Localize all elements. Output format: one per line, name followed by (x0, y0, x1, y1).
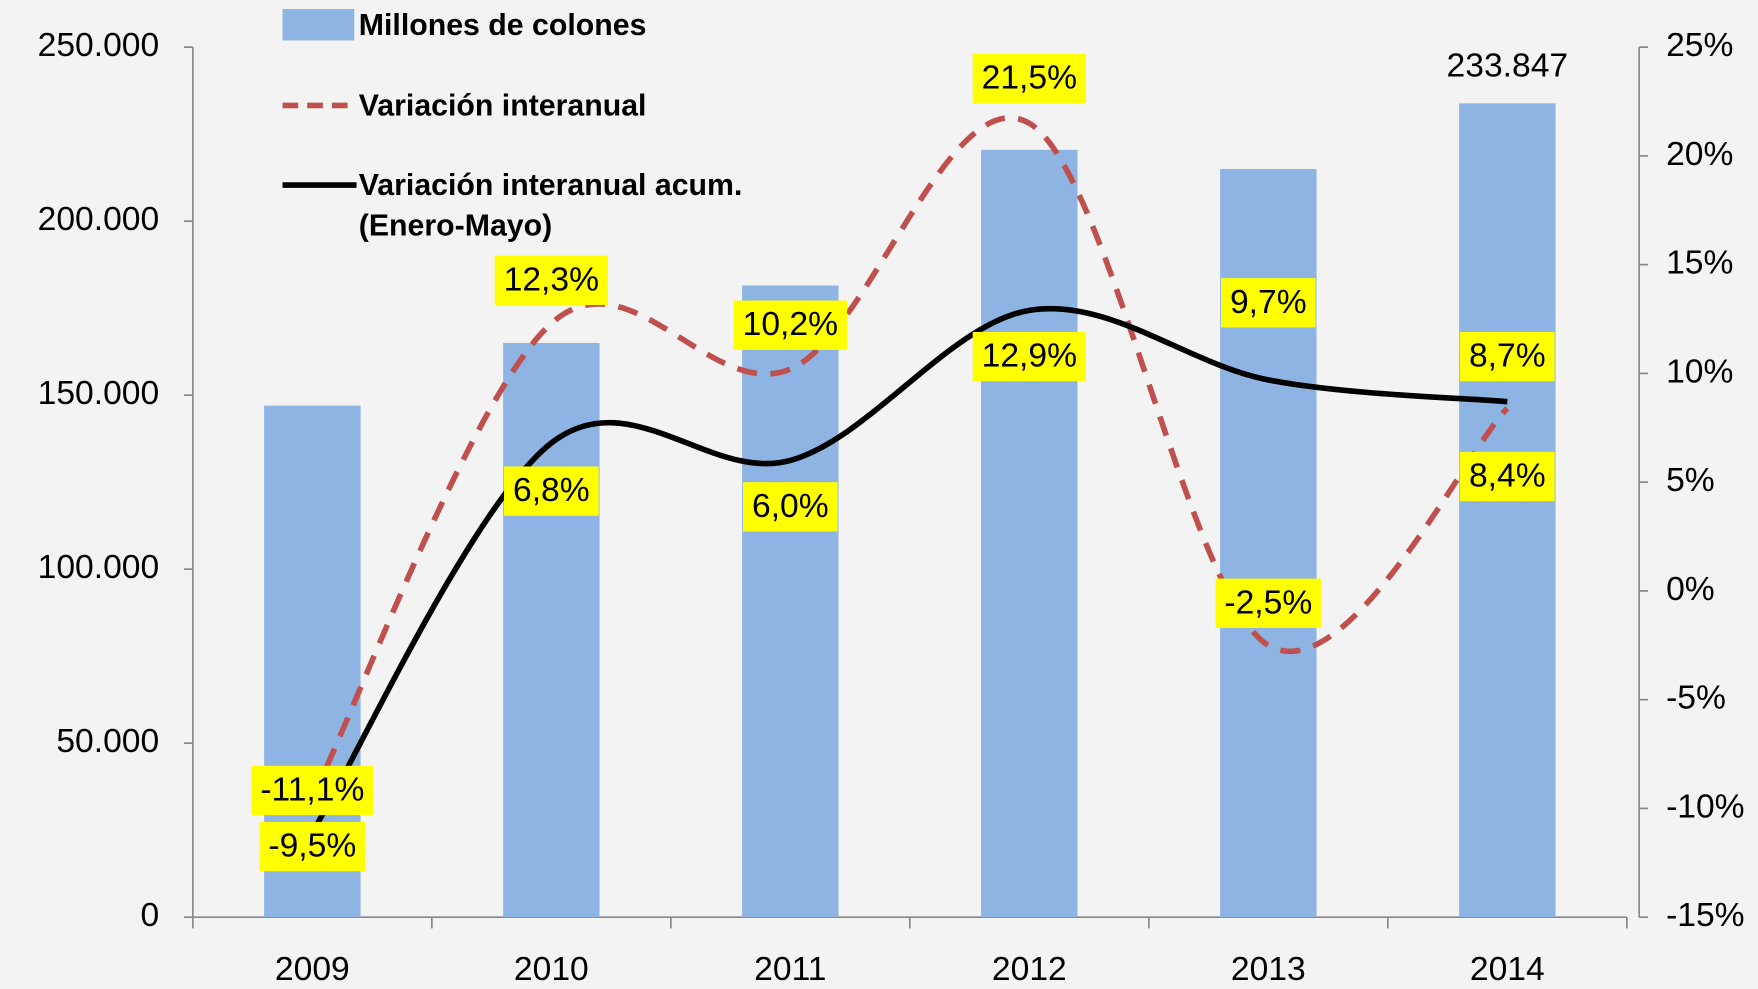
y-tick-label: 200.000 (38, 201, 160, 238)
y2-tick-label: 0% (1666, 571, 1715, 608)
y-tick-label: 0 (141, 897, 160, 934)
y2-tick-label: 5% (1666, 462, 1715, 499)
data-label-bg (733, 300, 847, 350)
x-tick-label: 2010 (514, 951, 589, 988)
y-tick-label: 250.000 (38, 27, 160, 64)
y2-tick-label: 25% (1666, 27, 1733, 64)
x-tick-label: 2014 (1470, 951, 1545, 988)
bar-value-label: 233.847 (1447, 47, 1569, 84)
y-tick-label: 150.000 (38, 375, 160, 412)
x-tick-label: 2012 (992, 951, 1067, 988)
legend-label: Variación interanual (358, 88, 647, 123)
bar (1459, 103, 1556, 918)
legend-entry: Variación interanual acum. (Enero-Mayo) (358, 168, 743, 243)
data-label-bg (494, 255, 608, 306)
line (309, 115, 1510, 799)
data-label-bg (972, 53, 1086, 104)
data-label: 21,5% (982, 60, 1077, 97)
data-label-bg (743, 482, 838, 532)
y-tick-label: 50.000 (56, 723, 159, 760)
y2-tick-label: -15% (1666, 897, 1745, 934)
data-label-bg (259, 821, 366, 872)
data-label: 10,2% (743, 306, 838, 343)
x-tick-label: 2009 (275, 951, 350, 988)
line (309, 305, 1508, 834)
data-label-bg (1215, 578, 1322, 628)
bar (503, 342, 600, 918)
data-label-bg (1460, 451, 1555, 502)
data-label-bg (251, 765, 374, 816)
bar (742, 285, 839, 918)
legend-label: Millones de colones (358, 7, 647, 42)
data-label: 8,4% (1469, 458, 1546, 495)
y2-tick-label: -10% (1666, 788, 1745, 825)
y2-tick-label: 10% (1666, 353, 1733, 390)
data-label-bg (1460, 331, 1555, 382)
data-label: -11,1% (260, 772, 364, 809)
data-label: 6,0% (752, 488, 829, 525)
data-label: 6,8% (513, 472, 590, 509)
y-tick-label: 100.000 (38, 549, 160, 586)
y2-tick-label: 20% (1666, 136, 1733, 173)
data-label: 12,9% (982, 338, 1077, 375)
data-label: 9,7% (1230, 284, 1307, 321)
data-label: -2,5% (1224, 584, 1312, 621)
y2-tick-label: -5% (1666, 680, 1726, 717)
data-label-bg (504, 466, 599, 516)
legend-entry: Millones de colones (358, 7, 647, 42)
data-label-bg (972, 331, 1086, 382)
bar (981, 149, 1078, 918)
data-label: -9,5% (268, 828, 356, 865)
x-tick-label: 2011 (754, 951, 826, 988)
legend-label: Variación interanual acum. (Enero-Mayo) (358, 168, 743, 243)
y2-tick-label: 15% (1666, 245, 1733, 282)
legend-entry: Variación interanual (358, 88, 647, 123)
data-label: 8,7% (1469, 338, 1546, 375)
legend-swatch (282, 9, 355, 41)
x-tick-label: 2013 (1231, 951, 1306, 988)
data-label-bg (1221, 278, 1316, 328)
data-label: 12,3% (504, 261, 599, 298)
